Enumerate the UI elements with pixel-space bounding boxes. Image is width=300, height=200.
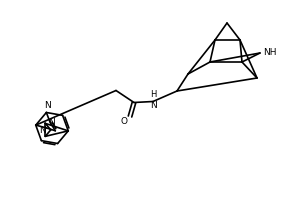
Text: NH: NH	[263, 48, 277, 57]
Text: N: N	[44, 101, 51, 110]
Text: O: O	[121, 117, 128, 127]
Text: N: N	[39, 126, 46, 135]
Text: H: H	[150, 90, 157, 99]
Text: N: N	[150, 100, 157, 110]
Text: N: N	[48, 118, 55, 127]
